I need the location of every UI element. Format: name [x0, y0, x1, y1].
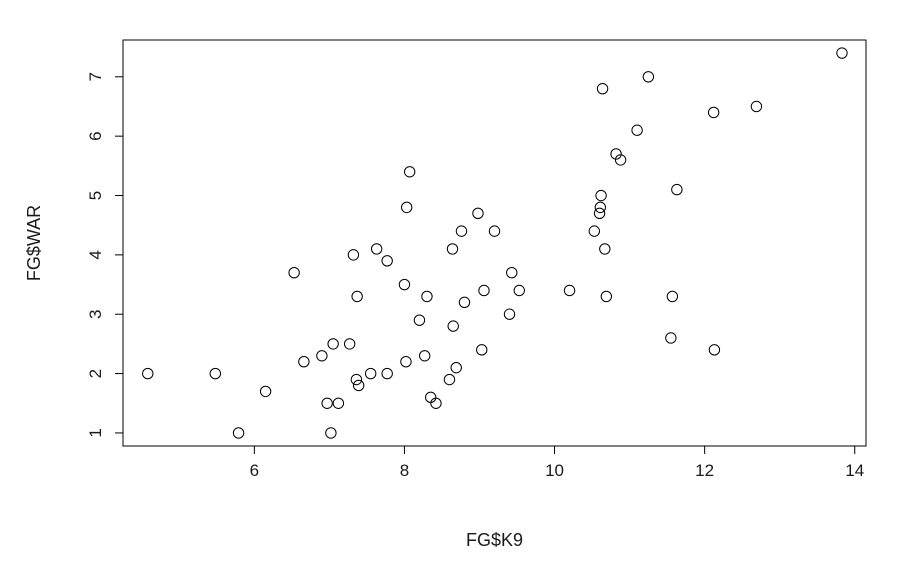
x-tick-label: 8 [400, 461, 409, 480]
data-point [259, 385, 272, 398]
y-tick-label: 5 [86, 191, 105, 200]
data-point [421, 290, 433, 303]
x-tick-label: 10 [545, 461, 564, 480]
data-point [381, 367, 393, 380]
y-tick-label: 4 [86, 250, 105, 259]
data-point [614, 154, 627, 166]
data-point [671, 183, 683, 196]
data-point [400, 356, 412, 368]
y-tick-label: 7 [86, 72, 105, 81]
data-point [631, 124, 643, 136]
data-point [594, 201, 607, 214]
data-point [708, 344, 721, 356]
x-tick-label: 14 [845, 461, 864, 480]
data-point [513, 284, 525, 297]
x-axis-label: FG$K9 [466, 530, 523, 550]
data-point [488, 225, 501, 237]
data-point [232, 427, 245, 439]
data-point [750, 100, 763, 113]
data-point [400, 201, 413, 214]
data-point [563, 284, 576, 297]
y-tick-label: 6 [86, 131, 105, 140]
data-point [419, 350, 431, 362]
data-point [665, 332, 677, 344]
data-point [610, 148, 622, 160]
data-point [381, 255, 393, 267]
data-point [458, 296, 471, 309]
data-point [450, 361, 462, 374]
data-point [413, 314, 426, 326]
x-axis: 6 8 10 12 14 [250, 445, 864, 480]
data-point [430, 397, 442, 409]
data-point [593, 207, 606, 220]
data-point [398, 278, 411, 291]
data-point [666, 290, 679, 303]
data-point [478, 284, 490, 297]
data-point [316, 350, 328, 362]
data-point [836, 47, 848, 59]
data-point [209, 367, 222, 380]
data-point [447, 320, 459, 332]
data-point [642, 71, 655, 83]
data-point [364, 367, 377, 380]
data-point [596, 82, 609, 95]
data-point [325, 427, 337, 439]
data-point [425, 391, 437, 404]
data-point [588, 225, 601, 237]
data-point [352, 379, 365, 392]
data-point [476, 344, 488, 356]
data-point [506, 266, 518, 279]
data-point [288, 266, 300, 279]
data-point [142, 367, 154, 380]
data-point [503, 308, 516, 320]
data-point [327, 338, 339, 350]
data-point [332, 397, 345, 409]
data-point [599, 243, 611, 255]
data-point [343, 338, 356, 350]
data-point [403, 166, 416, 178]
x-tick-label: 12 [695, 461, 714, 480]
data-point [595, 189, 607, 202]
data-point [350, 373, 363, 386]
data-point [600, 290, 613, 303]
y-axis-label: FG$WAR [24, 205, 44, 281]
data-point [370, 243, 383, 255]
data-point [472, 207, 484, 220]
data-point [443, 373, 456, 386]
data-point [446, 243, 459, 255]
data-point [707, 106, 720, 119]
plot-box [122, 39, 867, 447]
data-points [142, 47, 848, 439]
data-point [321, 397, 333, 409]
data-point [351, 290, 363, 303]
data-point [347, 249, 360, 261]
y-tick-label: 3 [86, 309, 105, 318]
data-point [455, 225, 468, 237]
y-axis: 1 2 3 4 5 6 7 [86, 72, 124, 438]
x-tick-label: 6 [250, 461, 259, 480]
y-tick-label: 1 [86, 428, 105, 437]
y-tick-label: 2 [86, 369, 105, 378]
data-point [298, 356, 310, 368]
